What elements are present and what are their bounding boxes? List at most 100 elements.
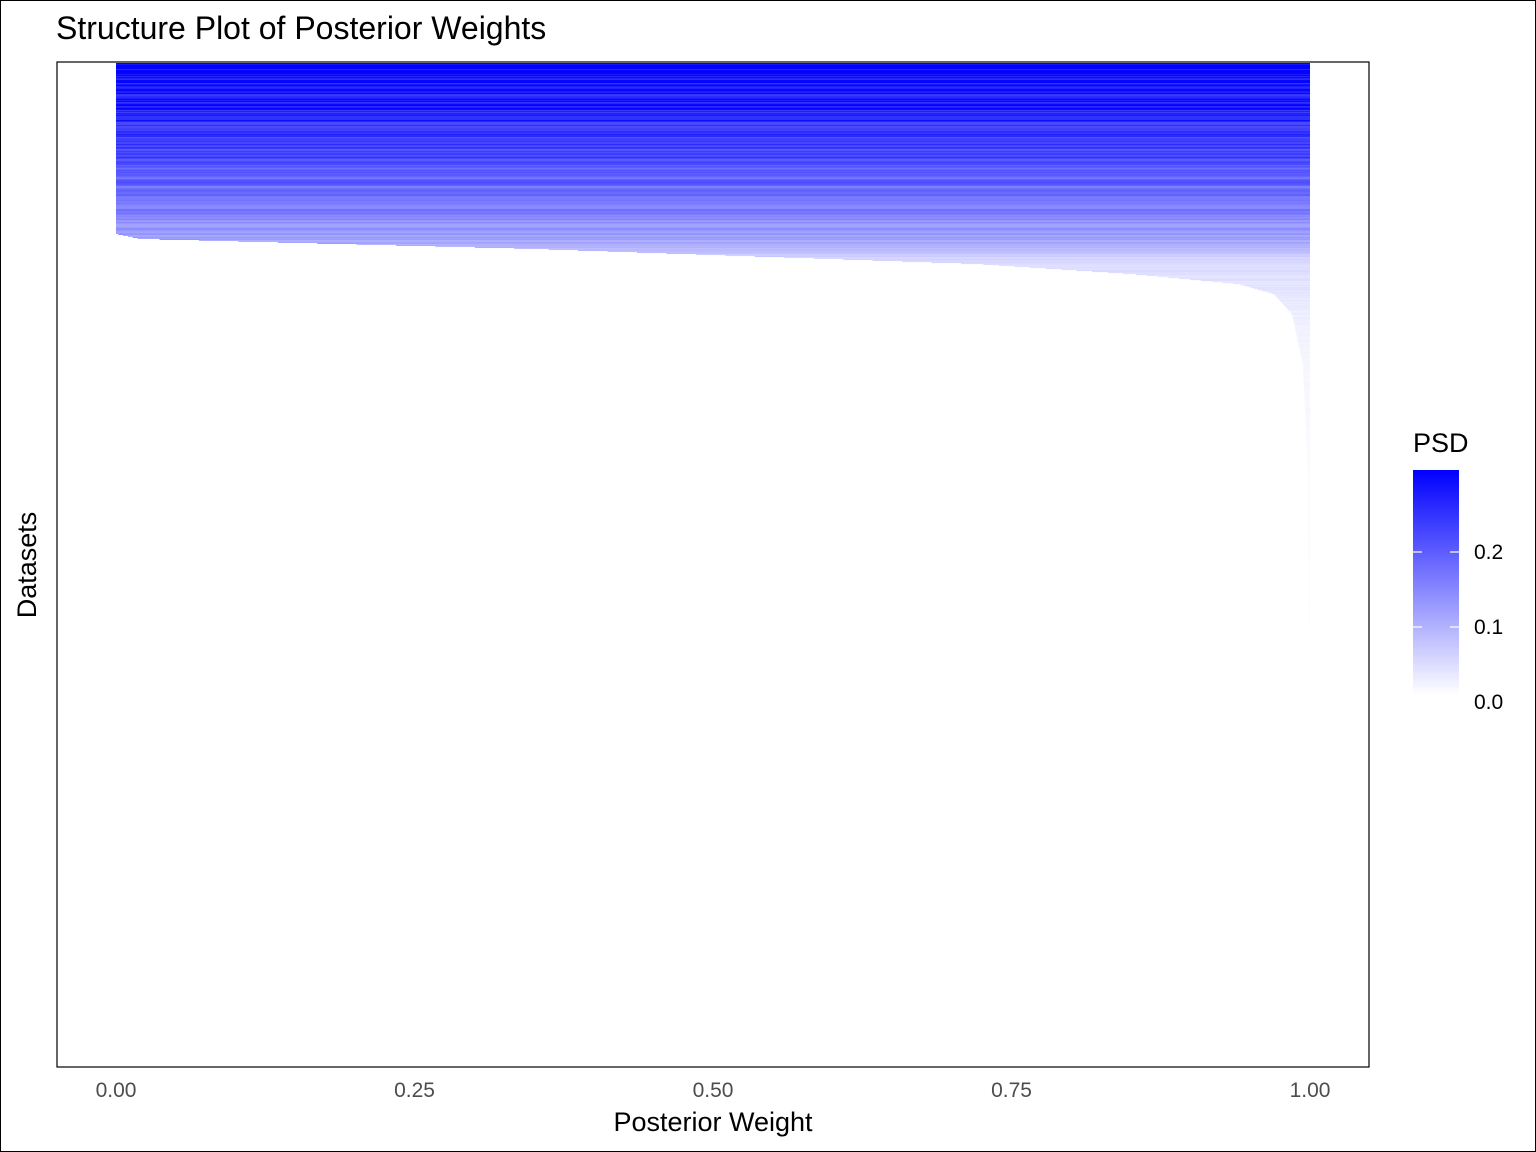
- dataset-bar: [1309, 750, 1310, 753]
- dataset-bar: [1308, 612, 1310, 614]
- legend-title: PSD: [1413, 428, 1469, 458]
- dataset-bar: [116, 114, 1310, 116]
- dataset-bar: [1308, 600, 1310, 602]
- dataset-bar: [1309, 846, 1310, 848]
- dataset-bar: [1309, 856, 1310, 858]
- dataset-bar: [1307, 499, 1310, 502]
- dataset-bar: [116, 169, 1310, 171]
- dataset-bar: [474, 246, 1310, 249]
- dataset-bar: [1309, 747, 1310, 750]
- dataset-bar: [1308, 593, 1310, 595]
- dataset-bar: [1308, 625, 1310, 627]
- dataset-bar: [116, 73, 1310, 75]
- dataset-bar: [116, 230, 1310, 232]
- dataset-bar: [1307, 476, 1310, 478]
- dataset-bar: [1302, 366, 1310, 368]
- dataset-bar: [1307, 454, 1310, 456]
- dataset-bar: [1308, 667, 1310, 669]
- dataset-bar: [666, 252, 1310, 255]
- dataset-bar: [116, 160, 1310, 162]
- dataset-bar: [1306, 435, 1310, 437]
- dataset-bar: [1309, 723, 1310, 725]
- dataset-bar: [1309, 712, 1310, 714]
- dataset-bar: [1309, 726, 1310, 728]
- dataset-bar: [1309, 837, 1310, 839]
- dataset-bar: [1307, 472, 1310, 474]
- dataset-bar: [1309, 799, 1310, 802]
- dataset-bar: [1309, 746, 1310, 749]
- dataset-bar: [1308, 527, 1310, 530]
- dataset-bar: [1308, 618, 1310, 620]
- dataset-bar: [1292, 317, 1310, 319]
- dataset-bar: [1306, 434, 1310, 436]
- dataset-bar: [1309, 801, 1310, 804]
- dataset-bar: [116, 162, 1310, 164]
- dataset-bar: [1305, 410, 1310, 412]
- dataset-bar: [1308, 656, 1310, 658]
- dataset-bar: [116, 223, 1310, 225]
- dataset-bar: [1303, 383, 1310, 385]
- dataset-bar: [116, 232, 1310, 234]
- dataset-bar: [1307, 453, 1310, 455]
- dataset-bar: [1309, 777, 1310, 780]
- dataset-bar: [1309, 804, 1310, 807]
- dataset-bar: [116, 134, 1310, 136]
- dataset-bar: [1308, 590, 1310, 592]
- dataset-bar: [116, 95, 1310, 97]
- dataset-bar: [1307, 494, 1310, 497]
- dataset-bar: [1308, 665, 1310, 667]
- dataset-bar: [1309, 805, 1310, 808]
- dataset-bar: [1305, 426, 1310, 428]
- dataset-bar: [116, 198, 1310, 200]
- dataset-bar: [1308, 660, 1310, 662]
- dataset-bar: [1297, 340, 1310, 342]
- dataset-bar: [1309, 790, 1310, 793]
- dataset-bar: [1301, 358, 1310, 360]
- dataset-bar: [137, 237, 1311, 239]
- dataset-bar: [1306, 433, 1310, 435]
- dataset-bar: [1288, 309, 1310, 312]
- dataset-bar: [1299, 350, 1310, 352]
- dataset-bar: [1309, 802, 1310, 805]
- dataset-bar: [116, 154, 1310, 156]
- dataset-bar: [1309, 830, 1310, 832]
- dataset-bar: [1136, 273, 1310, 276]
- dataset-bar: [1200, 279, 1310, 282]
- dataset-bar: [1309, 853, 1310, 855]
- dataset-bar: [116, 181, 1310, 183]
- dataset-bar: [1309, 705, 1310, 707]
- dataset-bar: [1308, 585, 1310, 587]
- dataset-bar: [116, 203, 1310, 205]
- dataset-bar: [1309, 758, 1310, 761]
- dataset-bar: [116, 211, 1310, 213]
- dataset-bar: [1301, 356, 1310, 358]
- dataset-bar: [116, 89, 1310, 91]
- dataset-bar: [116, 142, 1310, 144]
- dataset-bar: [116, 186, 1310, 188]
- dataset-bar: [1309, 683, 1310, 685]
- dataset-bar: [1308, 512, 1310, 515]
- dataset-bar: [116, 125, 1310, 127]
- dataset-bar: [116, 221, 1310, 223]
- dataset-bar: [116, 82, 1310, 84]
- dataset-bar: [116, 196, 1310, 198]
- dataset-bar: [116, 155, 1310, 157]
- dataset-bar: [1309, 797, 1310, 800]
- dataset-bar: [1303, 371, 1310, 373]
- dataset-bar: [1309, 738, 1310, 740]
- dataset-bar: [1309, 721, 1310, 723]
- dataset-bar: [1309, 778, 1310, 781]
- dataset-bar: [1307, 511, 1310, 514]
- dataset-bar: [116, 151, 1310, 153]
- dataset-bar: [1305, 415, 1310, 417]
- dataset-bar: [1309, 785, 1310, 788]
- dataset-bar: [1294, 324, 1310, 326]
- dataset-bar: [116, 117, 1310, 119]
- dataset-bar: [1308, 591, 1310, 593]
- dataset-bar: [1309, 749, 1310, 752]
- dataset-bar: [1292, 316, 1310, 318]
- dataset-bar: [1309, 744, 1310, 747]
- dataset-bar: [1309, 724, 1310, 726]
- dataset-bar: [1309, 694, 1310, 696]
- dataset-bar: [1309, 855, 1310, 857]
